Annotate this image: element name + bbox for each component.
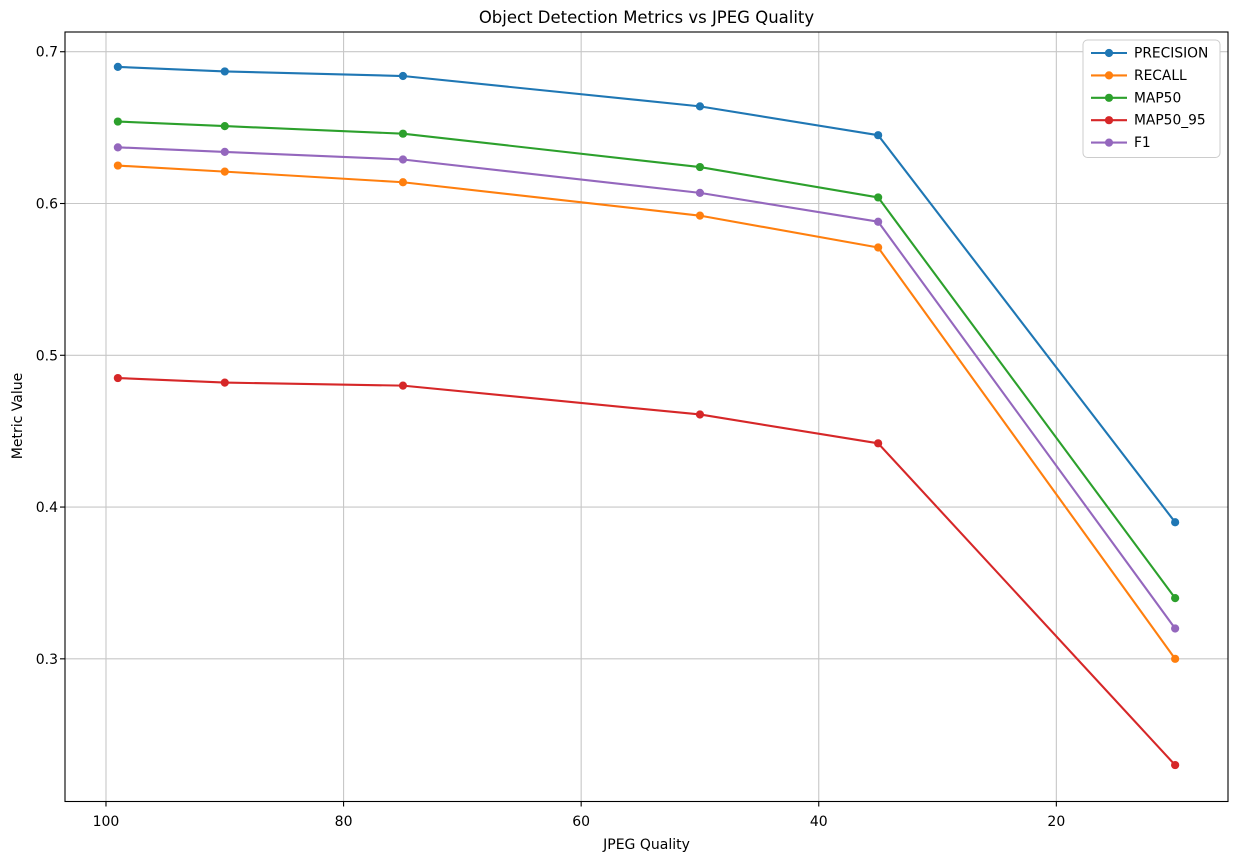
y-tick-label: 0.4 — [36, 500, 58, 516]
data-point-RECALL — [398, 178, 408, 187]
data-point-MAP50 — [113, 117, 122, 126]
y-axis-label: Metric Value — [10, 373, 26, 459]
data-point-MAP50 — [874, 193, 883, 202]
data-point-RECALL — [1171, 654, 1180, 663]
data-point-RECALL — [695, 211, 705, 220]
legend-sample-marker — [1104, 71, 1114, 80]
data-point-MAP50_95 — [874, 439, 883, 448]
x-tick-label: 40 — [810, 814, 828, 830]
data-point-PRECISION — [398, 71, 408, 81]
y-tick-label: 0.5 — [36, 348, 58, 364]
data-point-RECALL — [113, 161, 122, 170]
plot-border — [64, 31, 1229, 803]
series-line-F1 — [116, 146, 1177, 630]
legend-label-MAP50_95: MAP50_95 — [1134, 113, 1206, 129]
series-line-RECALL — [116, 164, 1177, 660]
y-tick-label: 0.6 — [36, 197, 58, 213]
data-point-RECALL — [874, 243, 883, 252]
data-point-F1 — [220, 147, 229, 157]
series-line-MAP50 — [116, 120, 1177, 600]
data-point-MAP50_95 — [220, 378, 229, 387]
tick-marks — [60, 51, 1057, 807]
chart-title: Object Detection Metrics vs JPEG Quality — [479, 8, 815, 27]
legend-sample-marker — [1104, 116, 1114, 125]
data-point-PRECISION — [220, 67, 229, 76]
legend-label-PRECISION: PRECISION — [1134, 46, 1208, 62]
data-point-F1 — [398, 155, 408, 164]
legend-sample-marker — [1104, 48, 1114, 58]
axes-spines — [64, 31, 1229, 803]
data-point-PRECISION — [874, 131, 883, 140]
x-tick-label: 100 — [93, 814, 120, 830]
data-point-PRECISION — [1171, 518, 1180, 527]
data-point-F1 — [874, 217, 883, 226]
data-point-MAP50 — [398, 129, 408, 138]
legend-label-MAP50: MAP50 — [1134, 90, 1181, 106]
x-tick-label: 20 — [1047, 814, 1065, 830]
y-tick-label: 0.3 — [36, 652, 58, 668]
legend-sample-marker — [1104, 138, 1114, 147]
data-point-MAP50_95 — [398, 381, 408, 390]
gridlines — [65, 32, 1228, 802]
tick-labels: 100 80 60 40 20 0.3 0.4 0.5 0.6 0.7 — [36, 45, 1066, 830]
data-point-PRECISION — [113, 62, 122, 72]
y-tick-label: 0.7 — [36, 45, 58, 61]
data-point-MAP50 — [1171, 594, 1180, 603]
data-point-PRECISION — [695, 102, 705, 111]
data-point-MAP50 — [220, 122, 229, 131]
data-point-MAP50 — [695, 162, 705, 172]
data-point-RECALL — [220, 167, 229, 176]
x-axis-label: JPEG Quality — [602, 837, 690, 853]
x-tick-label: 80 — [335, 814, 353, 830]
x-tick-label: 60 — [572, 814, 590, 830]
legend-label-F1: F1 — [1134, 135, 1151, 151]
legend-label-RECALL: RECALL — [1134, 68, 1187, 84]
legend: PRECISION RECALL MAP50 MAP50_95 F1 — [1082, 39, 1221, 158]
data-point-F1 — [113, 143, 122, 152]
legend-box — [1082, 39, 1221, 158]
series-line-MAP50_95 — [116, 376, 1177, 767]
data-point-MAP50_95 — [695, 410, 705, 419]
series-line-PRECISION — [116, 65, 1177, 524]
data-point-F1 — [695, 188, 705, 197]
data-point-F1 — [1171, 624, 1180, 633]
series-layer — [113, 62, 1180, 770]
data-point-MAP50_95 — [113, 373, 122, 383]
legend-sample-marker — [1104, 93, 1114, 102]
data-point-MAP50_95 — [1171, 760, 1180, 770]
